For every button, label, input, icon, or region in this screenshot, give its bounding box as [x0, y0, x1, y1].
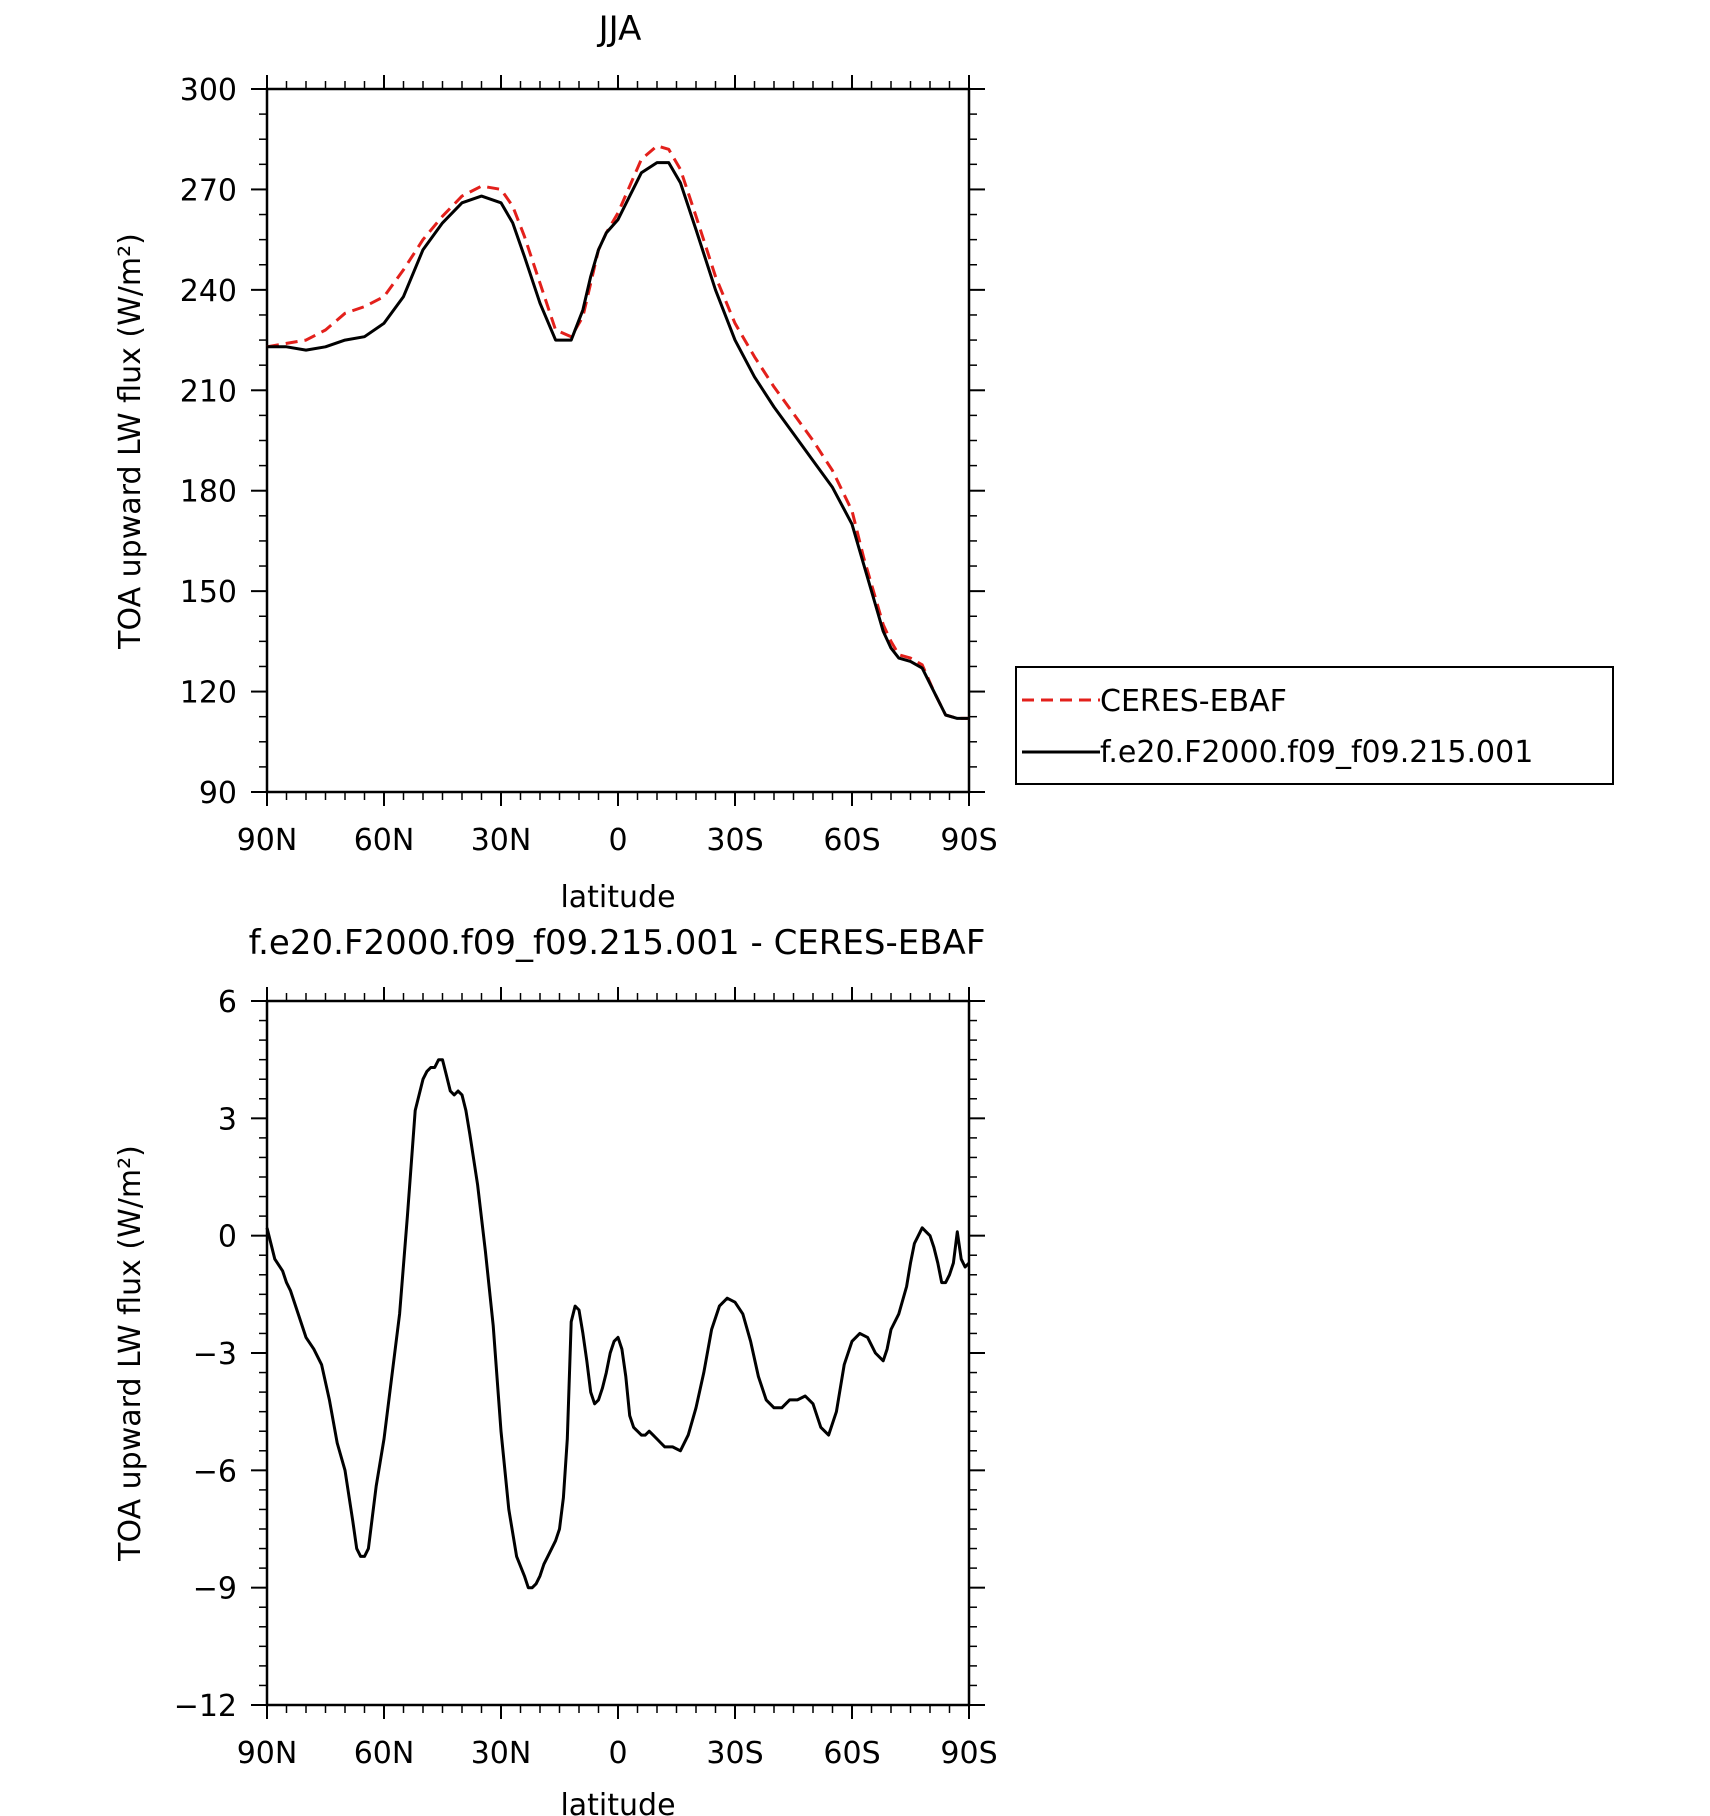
top-x-tick-label: 60S [823, 823, 880, 858]
legend-label-ceres-ebaf: CERES-EBAF [1100, 684, 1287, 719]
bottom-x-tick-label: 30S [706, 1736, 763, 1771]
top-y-tick-label: 150 [180, 575, 237, 610]
top-y-tick-label: 90 [199, 776, 237, 811]
bottom-series-line-difference [265, 1058, 971, 1590]
top-x-tick-label: 60N [354, 823, 415, 858]
legend: CERES-EBAF f.e20.F2000.f09_f09.215.001 [1015, 666, 1614, 785]
bottom-x-tick-label: 0 [608, 1736, 627, 1771]
bottom-x-tick-label: 90N [237, 1736, 298, 1771]
top-y-tick-label: 300 [180, 73, 237, 108]
top-x-tick-label: 90S [940, 823, 997, 858]
bottom-x-tick-label: 90S [940, 1736, 997, 1771]
bottom-plot-frame [265, 999, 971, 1707]
top-x-tick-label: 90N [237, 823, 298, 858]
bottom-y-tick-label: −6 [193, 1454, 237, 1489]
bottom-y-tick-label: 3 [218, 1102, 237, 1137]
top-y-tick-label: 180 [180, 475, 237, 510]
top-chart-title: JJA [597, 9, 642, 49]
bottom-x-tick-label: 60S [823, 1736, 880, 1771]
top-y-tick-label: 210 [180, 374, 237, 409]
top-tick-group: 90N 60N 30N 0 30S 60S 90S 90 120 150 180 210 240 270 3… [180, 73, 998, 858]
bottom-y-tick-label: −3 [193, 1337, 237, 1372]
top-x-tick-label: 0 [608, 823, 627, 858]
top-y-tick-label: 120 [180, 676, 237, 711]
bottom-y-tick-label: −12 [174, 1689, 237, 1724]
top-y-tick-label: 240 [180, 274, 237, 309]
bottom-x-tick-label: 60N [354, 1736, 415, 1771]
top-y-tick-label: 270 [180, 173, 237, 208]
top-x-tick-label: 30S [706, 823, 763, 858]
top-panel: JJA 90N 60N 30N 0 30S 60S 90S 90 120 150 180 210 240… [113, 9, 1614, 915]
top-series-line-ceres-ebaf [266, 144, 969, 720]
bottom-series-group [265, 1058, 971, 1590]
top-x-tick-label: 30N [471, 823, 532, 858]
top-series-group [266, 144, 969, 720]
bottom-chart-title: f.e20.F2000.f09_f09.215.001 - CERES-EBAF [249, 923, 986, 963]
bottom-x-tick-label: 30N [471, 1736, 532, 1771]
legend-label-model: f.e20.F2000.f09_f09.215.001 [1100, 735, 1533, 770]
top-x-axis-label: latitude [560, 880, 675, 915]
top-series-line-f-e20-f2000-f09-f09-215-001 [267, 161, 969, 720]
bottom-tick-group: 90N 60N 30N 0 30S 60S 90S −12 −9 −6 −3 0 3 6 [174, 985, 998, 1771]
bottom-x-axis-label: latitude [560, 1788, 675, 1816]
top-plot-frame [265, 87, 971, 794]
bottom-y-tick-label: 6 [218, 985, 237, 1020]
top-y-axis-label: TOA upward LW flux (W/m²) [113, 233, 148, 650]
legend-box [1015, 666, 1614, 785]
bottom-y-tick-label: 0 [218, 1220, 237, 1255]
bottom-panel: f.e20.F2000.f09_f09.215.001 - CERES-EBAF… [113, 923, 998, 1816]
bottom-y-axis-label: TOA upward LW flux (W/m²) [113, 1145, 148, 1562]
bottom-y-tick-label: −9 [193, 1572, 237, 1607]
